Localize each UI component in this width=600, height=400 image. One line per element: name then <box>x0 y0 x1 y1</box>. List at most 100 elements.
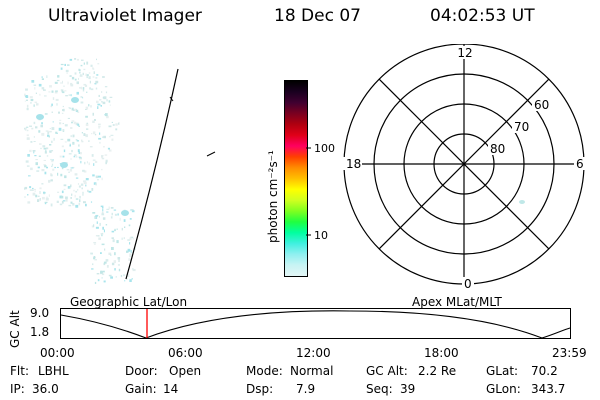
speckle-pixel <box>33 84 37 86</box>
speckle-pixel <box>95 215 98 217</box>
door-value: Open <box>169 364 202 378</box>
speckle-pixel <box>126 278 128 280</box>
speckle-pixel <box>57 191 60 193</box>
speckle-pixel <box>92 76 95 78</box>
speckle-pixel <box>114 268 116 271</box>
speckle-pixel <box>110 216 113 219</box>
speckle-pixel <box>80 183 84 186</box>
speckle-pixel <box>44 151 47 154</box>
speckle-pixel <box>83 181 87 185</box>
speckle-pixel <box>105 224 108 226</box>
speckle-pixel <box>57 166 59 168</box>
speckle-pixel <box>26 165 30 167</box>
speckle-pixel <box>108 274 112 277</box>
speckle-pixel <box>94 160 98 163</box>
speckle-pixel <box>55 131 58 134</box>
speckle-pixel <box>127 248 131 252</box>
speckle-pixel <box>66 72 68 74</box>
speckle-pixel <box>40 124 43 128</box>
speckle-pixel <box>90 105 92 108</box>
speckle-pixel <box>54 91 58 94</box>
speckle-pixel <box>80 64 83 67</box>
speckle-pixel <box>121 227 123 231</box>
speckle-pixel <box>90 201 93 203</box>
speckle-pixel <box>44 113 48 115</box>
speckle-pixel <box>59 122 62 125</box>
speckle-pixel <box>78 77 79 80</box>
speckle-pixel <box>40 147 42 150</box>
speckle-pixel <box>26 99 28 101</box>
speckle-pixel <box>70 201 73 204</box>
speckle-pixel <box>74 154 77 156</box>
speckle-pixel <box>73 189 75 192</box>
speckle-pixel <box>88 76 91 80</box>
speckle-pixel <box>101 155 103 158</box>
speckle-pixel <box>49 130 52 133</box>
speckle-pixel <box>88 72 91 74</box>
speckle-pixel <box>129 279 132 282</box>
speckle-pixel <box>121 237 123 240</box>
speckle-pixel <box>33 136 35 138</box>
speckle-pixel <box>101 243 105 246</box>
speckle-pixel <box>73 109 76 111</box>
speckle-pixel <box>105 91 108 94</box>
speckle-pixel <box>68 153 72 155</box>
lat-label-80: 80 <box>490 142 505 156</box>
speckle-pixel <box>50 105 53 108</box>
speckle-pixel <box>132 269 136 272</box>
speckle-pixel <box>48 194 50 197</box>
speckle-pixel <box>85 115 88 118</box>
speckle-pixel <box>94 259 97 261</box>
speckle-pixel <box>95 80 99 84</box>
speckle-pixel <box>37 166 40 169</box>
speckle-pixel <box>73 155 76 158</box>
speckle-pixel <box>63 184 67 187</box>
speckle-pixel <box>111 121 113 123</box>
speckle-pixel <box>65 196 68 200</box>
speckle-pixel <box>44 165 47 168</box>
gc-alt-axis-label: GC Alt <box>8 310 22 348</box>
speckle-pixel <box>82 194 84 196</box>
speckle-pixel <box>101 177 103 181</box>
speckle-pixel <box>101 211 104 214</box>
mlt-label-bg <box>574 157 586 170</box>
speckle-pixel <box>109 104 111 106</box>
time-label: 04:02:53 UT <box>430 6 535 26</box>
speckle-pixel <box>99 132 101 135</box>
speckle-pixel <box>106 265 109 268</box>
speckle-pixel <box>31 127 34 130</box>
speckle-pixel <box>114 213 117 216</box>
speckle-pixel <box>98 123 101 126</box>
timeline-frame <box>60 308 571 339</box>
speckle-pixel <box>85 106 89 110</box>
speckle-pixel <box>93 242 97 244</box>
speckle-pixel <box>130 236 134 239</box>
speckle-pixel <box>103 229 105 233</box>
speckle-pixel <box>26 134 29 137</box>
speckle-pixel <box>89 80 91 84</box>
speckle-pixel <box>117 257 121 260</box>
speckle-pixel <box>78 125 80 127</box>
x-tick-1800: 18:00 <box>424 346 459 360</box>
speckle-pixel <box>85 184 87 187</box>
speckle-pixel <box>124 280 126 282</box>
speckle-pixel <box>102 208 104 212</box>
speckle-pixel <box>83 68 86 71</box>
speckle-pixel <box>78 69 81 71</box>
speckle-pixel <box>78 151 80 154</box>
speckle-pixel <box>97 279 100 282</box>
emission-spot <box>121 210 129 216</box>
speckle-pixel <box>41 76 43 78</box>
x-tick-0000: 00:00 <box>40 346 75 360</box>
speckle-pixel <box>49 151 52 153</box>
speckle-pixel <box>33 151 35 154</box>
speckle-pixel <box>64 124 68 127</box>
speckle-pixel <box>55 90 58 92</box>
speckle-pixel <box>81 59 84 61</box>
speckle-pixel <box>92 263 94 266</box>
speckle-pixel <box>112 124 115 126</box>
speckle-pixel <box>93 256 96 259</box>
speckle-pixel <box>99 222 101 226</box>
speckle-pixel <box>48 135 50 138</box>
speckle-pixel <box>73 121 77 125</box>
